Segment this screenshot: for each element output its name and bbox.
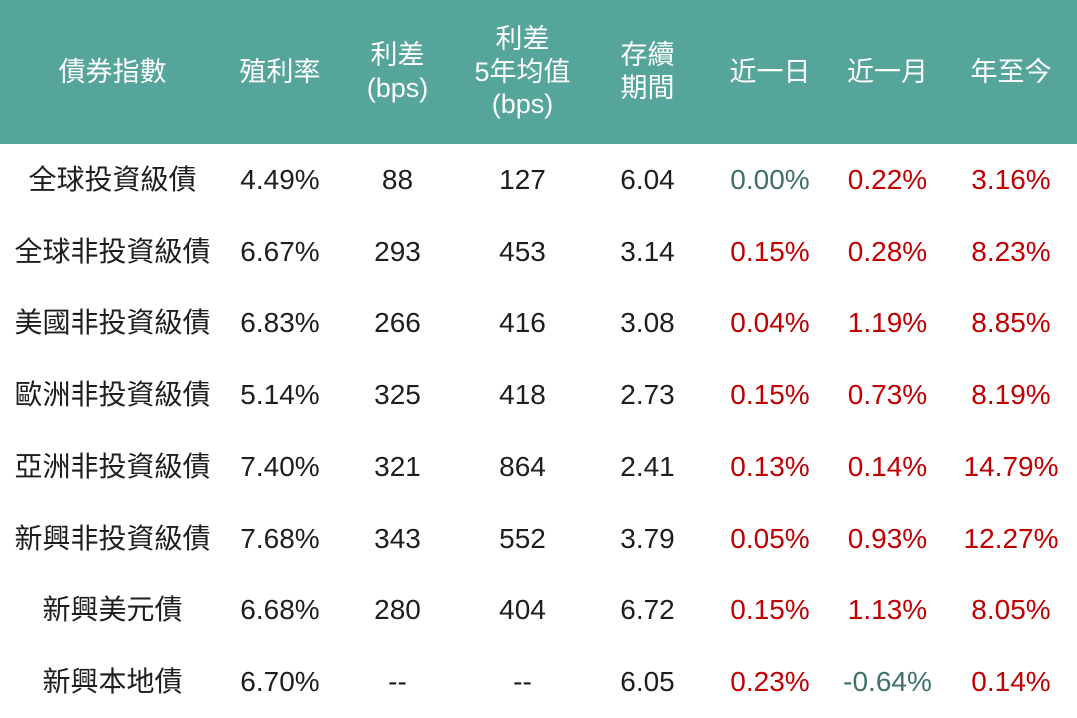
cell-index-name: 歐洲非投資級債 xyxy=(0,359,225,431)
column-header-chg-1m: 近一月 xyxy=(830,0,945,144)
cell-yield: 4.49% xyxy=(225,144,335,216)
cell-chg-ytd: 8.19% xyxy=(945,359,1077,431)
cell-yield: 7.40% xyxy=(225,431,335,503)
cell-spread-bps: 343 xyxy=(335,502,460,575)
cell-duration: 2.73 xyxy=(585,359,710,431)
cell-yield: 6.70% xyxy=(225,646,335,718)
cell-chg-1d: 0.05% xyxy=(710,502,830,575)
cell-spread-bps: 266 xyxy=(335,287,460,360)
cell-duration: 6.04 xyxy=(585,144,710,216)
cell-index-name: 全球非投資級債 xyxy=(0,215,225,288)
cell-chg-ytd: 3.16% xyxy=(945,144,1077,216)
column-header-index-name: 債券指數 xyxy=(0,0,225,144)
cell-duration: 3.08 xyxy=(585,287,710,360)
cell-chg-1m: -0.64% xyxy=(830,646,945,718)
column-header-spread-5y-avg: 利差 5年均值 (bps) xyxy=(460,0,585,144)
cell-chg-1d: 0.04% xyxy=(710,287,830,360)
column-header-chg-ytd: 年至今 xyxy=(945,0,1077,144)
cell-duration: 2.41 xyxy=(585,431,710,503)
cell-chg-ytd: 8.85% xyxy=(945,287,1077,360)
cell-chg-1m: 0.28% xyxy=(830,215,945,288)
cell-spread-bps: 280 xyxy=(335,574,460,647)
table-row: 全球非投資級債 6.67% 293 453 3.14 0.15% 0.28% 8… xyxy=(0,215,1077,288)
cell-spread-5y-avg: 418 xyxy=(460,359,585,431)
cell-index-name: 新興本地債 xyxy=(0,646,225,718)
cell-spread-5y-avg: 416 xyxy=(460,287,585,360)
cell-chg-1d: 0.00% xyxy=(710,144,830,216)
cell-chg-1d: 0.15% xyxy=(710,359,830,431)
cell-chg-1d: 0.15% xyxy=(710,574,830,647)
table-row: 新興美元債 6.68% 280 404 6.72 0.15% 1.13% 8.0… xyxy=(0,574,1077,647)
cell-yield: 6.68% xyxy=(225,574,335,647)
table-row: 新興本地債 6.70% -- -- 6.05 0.23% -0.64% 0.14… xyxy=(0,646,1077,718)
cell-duration: 3.14 xyxy=(585,215,710,288)
cell-chg-1m: 0.93% xyxy=(830,502,945,575)
cell-duration: 6.72 xyxy=(585,574,710,647)
cell-spread-bps: 293 xyxy=(335,215,460,288)
column-header-spread-bps: 利差 (bps) xyxy=(335,0,460,144)
column-header-chg-1d: 近一日 xyxy=(710,0,830,144)
header-row: 債券指數 殖利率 利差 (bps) 利差 5年均值 (bps) 存續 期間 近一… xyxy=(0,0,1077,144)
cell-chg-ytd: 8.05% xyxy=(945,574,1077,647)
table-row: 新興非投資級債 7.68% 343 552 3.79 0.05% 0.93% 1… xyxy=(0,502,1077,575)
cell-yield: 6.67% xyxy=(225,215,335,288)
cell-chg-1m: 0.73% xyxy=(830,359,945,431)
cell-chg-ytd: 8.23% xyxy=(945,215,1077,288)
table-row: 全球投資級債 4.49% 88 127 6.04 0.00% 0.22% 3.1… xyxy=(0,144,1077,216)
cell-spread-bps: 321 xyxy=(335,431,460,503)
table-row: 亞洲非投資級債 7.40% 321 864 2.41 0.13% 0.14% 1… xyxy=(0,431,1077,503)
table-row: 美國非投資級債 6.83% 266 416 3.08 0.04% 1.19% 8… xyxy=(0,287,1077,360)
cell-yield: 7.68% xyxy=(225,502,335,575)
cell-chg-1d: 0.13% xyxy=(710,431,830,503)
cell-spread-5y-avg: 864 xyxy=(460,431,585,503)
cell-index-name: 全球投資級債 xyxy=(0,144,225,216)
cell-chg-1m: 0.22% xyxy=(830,144,945,216)
cell-index-name: 亞洲非投資級債 xyxy=(0,431,225,503)
column-header-yield: 殖利率 xyxy=(225,0,335,144)
cell-chg-1d: 0.23% xyxy=(710,646,830,718)
table-body: 全球投資級債 4.49% 88 127 6.04 0.00% 0.22% 3.1… xyxy=(0,144,1077,718)
cell-spread-5y-avg: 552 xyxy=(460,502,585,575)
cell-chg-1d: 0.15% xyxy=(710,215,830,288)
cell-chg-1m: 0.14% xyxy=(830,431,945,503)
cell-yield: 5.14% xyxy=(225,359,335,431)
cell-index-name: 美國非投資級債 xyxy=(0,287,225,360)
cell-chg-ytd: 14.79% xyxy=(945,431,1077,503)
cell-chg-ytd: 12.27% xyxy=(945,502,1077,575)
cell-duration: 3.79 xyxy=(585,502,710,575)
cell-spread-5y-avg: 127 xyxy=(460,144,585,216)
cell-chg-1m: 1.13% xyxy=(830,574,945,647)
table-header: 債券指數 殖利率 利差 (bps) 利差 5年均值 (bps) 存續 期間 近一… xyxy=(0,0,1077,144)
table-row: 歐洲非投資級債 5.14% 325 418 2.73 0.15% 0.73% 8… xyxy=(0,359,1077,431)
cell-duration: 6.05 xyxy=(585,646,710,718)
cell-spread-5y-avg: 453 xyxy=(460,215,585,288)
cell-chg-ytd: 0.14% xyxy=(945,646,1077,718)
cell-spread-5y-avg: -- xyxy=(460,646,585,718)
column-header-duration: 存續 期間 xyxy=(585,0,710,144)
cell-yield: 6.83% xyxy=(225,287,335,360)
cell-spread-bps: 88 xyxy=(335,144,460,216)
cell-index-name: 新興美元債 xyxy=(0,574,225,647)
cell-spread-bps: -- xyxy=(335,646,460,718)
cell-index-name: 新興非投資級債 xyxy=(0,502,225,575)
cell-spread-bps: 325 xyxy=(335,359,460,431)
cell-spread-5y-avg: 404 xyxy=(460,574,585,647)
cell-chg-1m: 1.19% xyxy=(830,287,945,360)
